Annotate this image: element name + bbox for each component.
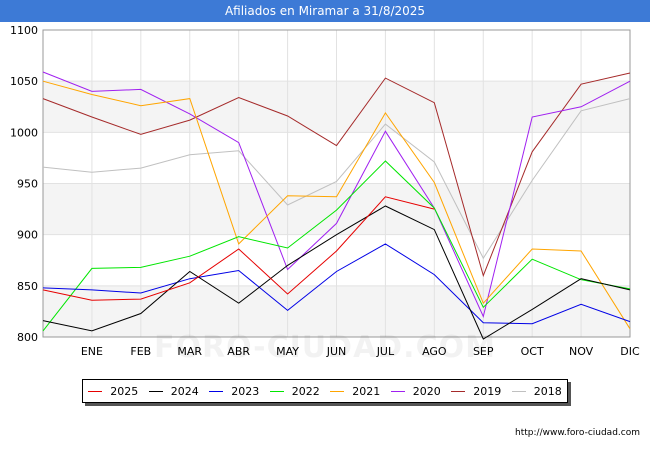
x-tick-label: NOV <box>569 345 594 358</box>
legend-swatch <box>330 390 345 392</box>
y-tick-label: 1050 <box>10 75 38 88</box>
y-tick-label: 800 <box>17 331 38 344</box>
legend-swatch <box>148 390 163 392</box>
series-line-2021 <box>42 80 631 330</box>
legend-label: 2021 <box>352 384 381 398</box>
series-line-2025 <box>42 196 435 301</box>
legend-label: 2019 <box>473 384 502 398</box>
source-link[interactable]: http://www.foro-ciudad.com <box>515 428 640 438</box>
watermark: FORO-CIUDAD.COM <box>154 330 496 365</box>
legend-item-2021: 2021 <box>330 385 380 398</box>
series-line-2024 <box>42 205 631 340</box>
y-tick-label: 1100 <box>10 24 38 37</box>
x-tick-label: MAY <box>276 345 299 358</box>
legend-swatch <box>390 390 405 392</box>
x-tick-label: OCT <box>521 345 544 358</box>
legend-label: 2023 <box>231 384 260 398</box>
legend-item-2024: 2024 <box>148 384 199 398</box>
series-line-2019 <box>42 72 631 278</box>
series-line-2018 <box>42 98 631 260</box>
legend-label: 2024 <box>170 384 199 398</box>
legend-item-2018: 2018 <box>511 384 562 398</box>
legend-item-2023: 2023 <box>209 385 259 398</box>
legend-swatch <box>269 390 284 392</box>
x-tick-label: JUN <box>326 345 347 358</box>
series-line-2023 <box>42 243 631 325</box>
series-line-2022 <box>42 160 631 332</box>
plot-frame <box>42 29 631 338</box>
y-tick-label: 850 <box>17 280 38 293</box>
legend-item-2019: 2019 <box>451 385 501 398</box>
y-tick-label: 1000 <box>10 126 38 139</box>
legend-label: 2022 <box>291 384 320 398</box>
legend-swatch <box>451 390 466 392</box>
legend-label: 2020 <box>412 384 441 398</box>
chart-title: Afiliados en Miramar a 31/8/2025 <box>0 0 650 22</box>
legend-swatch <box>209 390 224 392</box>
x-tick-label: ENE <box>81 345 103 358</box>
chart-legend: 2025 2024 2023 2022 2021 2020 2019 2018 <box>82 379 568 403</box>
x-tick-label: ABR <box>227 345 250 358</box>
x-tick-label: SEP <box>473 345 494 358</box>
legend-label: 2025 <box>110 384 139 398</box>
legend-item-2022: 2022 <box>269 384 320 398</box>
legend-item-2020: 2020 <box>390 384 441 398</box>
y-tick-label: 950 <box>17 178 38 191</box>
x-tick-label: DIC <box>620 345 640 358</box>
series-line-2020 <box>42 71 631 319</box>
x-tick-label: AGO <box>422 345 447 358</box>
legend-label: 2018 <box>533 384 562 398</box>
legend-swatch <box>511 390 526 392</box>
y-tick-label: 900 <box>17 229 38 242</box>
x-tick-label: FEB <box>130 345 151 358</box>
legend-item-2025: 2025 <box>88 385 138 398</box>
x-tick-label: JUL <box>376 345 395 358</box>
x-tick-label: MAR <box>177 345 202 358</box>
legend-swatch <box>88 390 103 392</box>
